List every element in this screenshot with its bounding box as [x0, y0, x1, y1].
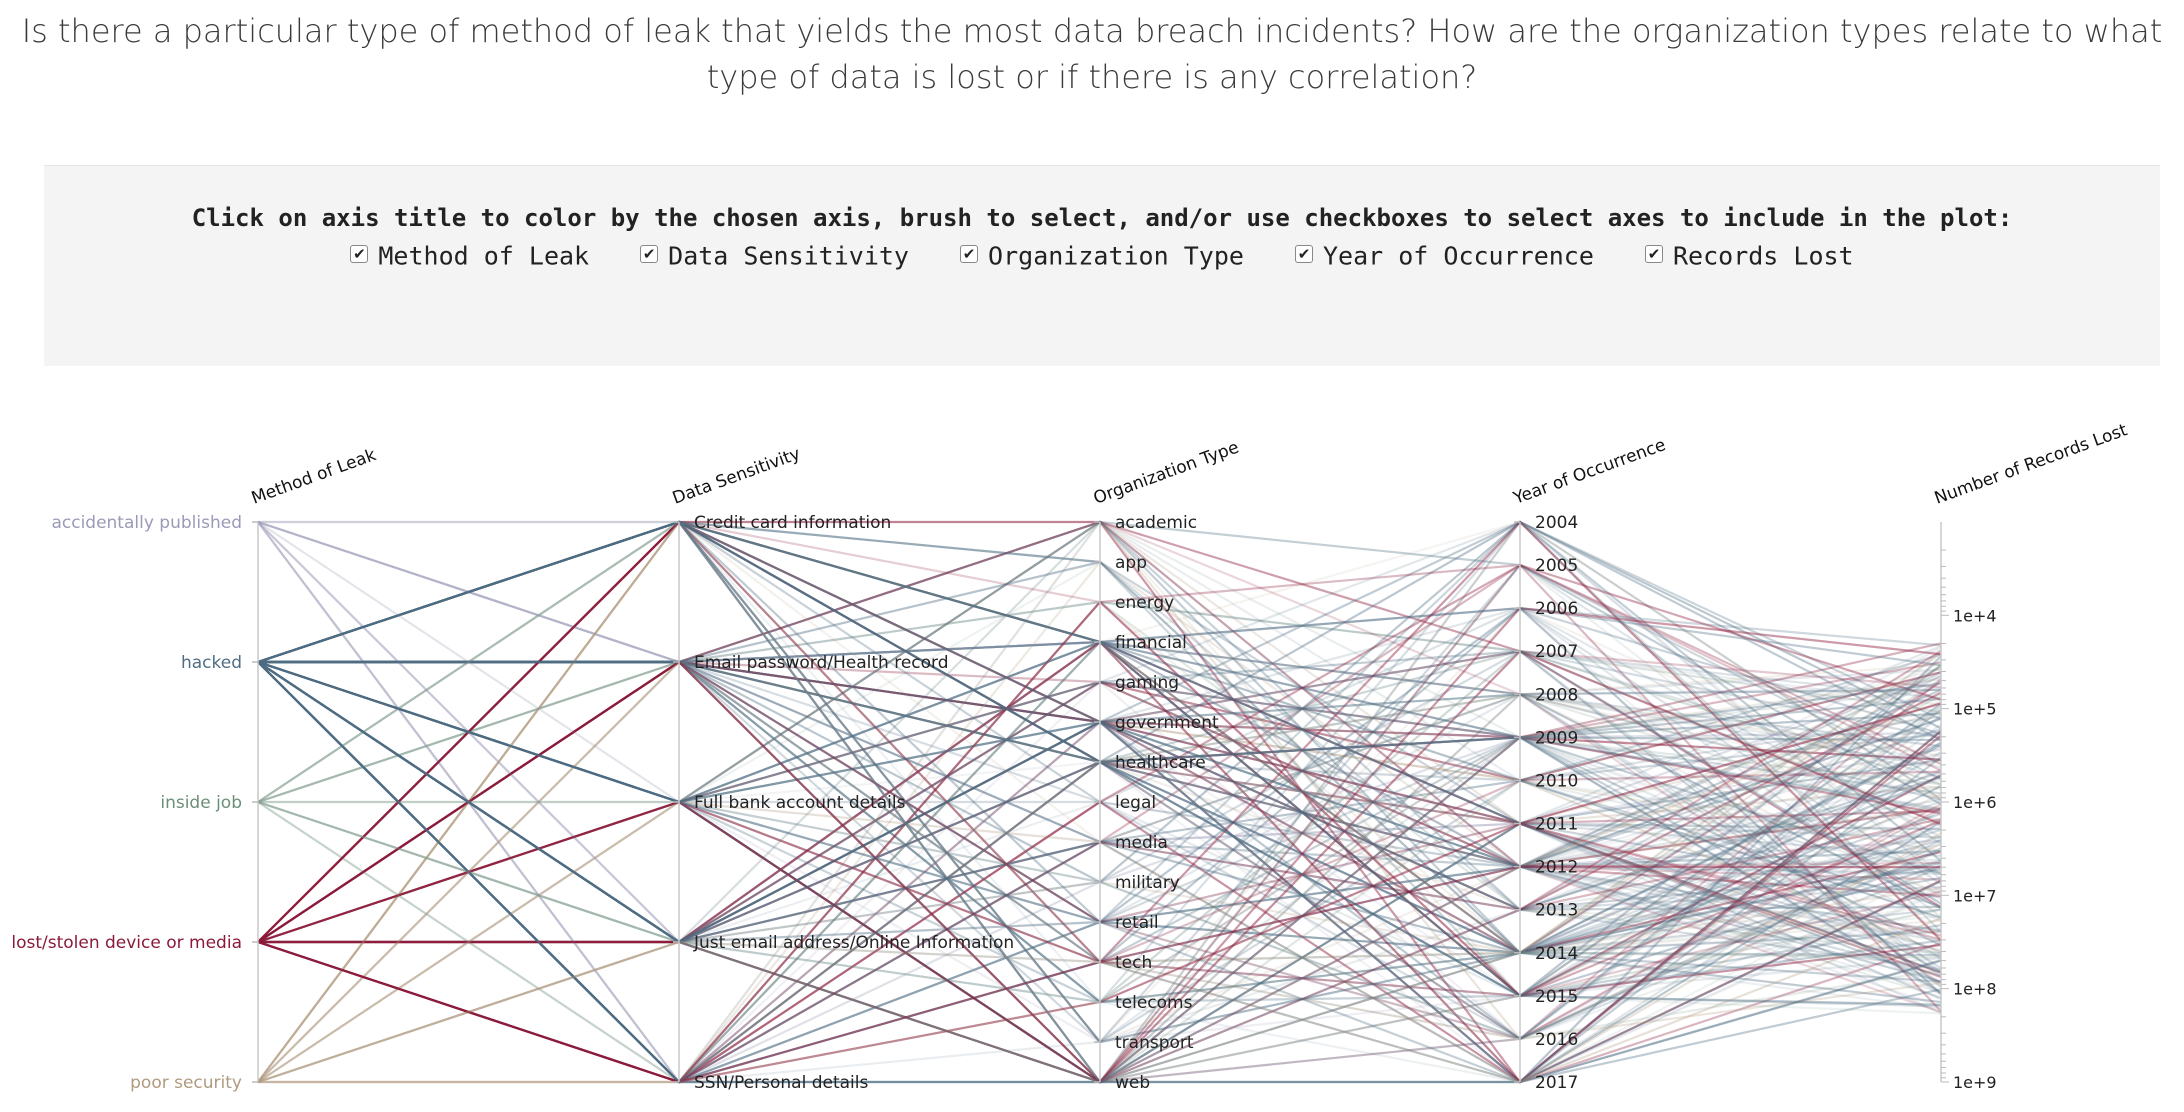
tick-label-2017: 2017 [1535, 1073, 1578, 1093]
tick-label-1e-6: 1e+6 [1953, 793, 1997, 812]
tick-label-ssn-personal-details: SSN/Personal details [694, 1073, 868, 1093]
tick-label-1e-7: 1e+7 [1953, 886, 1997, 905]
tick-label-1e-4: 1e+4 [1953, 606, 1997, 625]
tick-label-legal: legal [1115, 793, 1156, 813]
checkbox-icon[interactable] [350, 244, 369, 263]
axis-title[interactable]: Number of Records Lost [1932, 420, 2130, 509]
tick-label-tech: tech [1115, 953, 1152, 973]
tick-label-government: government [1115, 713, 1219, 733]
tick-label-financial: financial [1115, 633, 1187, 653]
tick-label-lost-stolen-device-or-media: lost/stolen device or media [11, 933, 242, 953]
tick-label-2008: 2008 [1535, 685, 1578, 705]
axis-title[interactable]: Organization Type [1091, 438, 1242, 509]
tick-label-web: web [1115, 1073, 1150, 1093]
tick-label-2013: 2013 [1535, 901, 1578, 921]
checkbox-icon[interactable] [960, 244, 979, 263]
checkbox-method-of-leak[interactable]: Method of Leak [350, 240, 589, 270]
tick-label-poor-security: poor security [130, 1073, 242, 1093]
tick-label-2005: 2005 [1535, 556, 1578, 576]
checkbox-year-of-occurrence[interactable]: Year of Occurrence [1294, 240, 1594, 270]
tick-label-credit-card-information: Credit card information [694, 513, 891, 533]
tick-label-energy: energy [1115, 593, 1174, 613]
tick-label-retail: retail [1115, 913, 1159, 933]
tick-label-1e-5: 1e+5 [1953, 700, 1997, 719]
tick-label-healthcare: healthcare [1115, 753, 1206, 773]
tick-label-app: app [1115, 553, 1147, 573]
tick-label-2012: 2012 [1535, 858, 1578, 878]
tick-label-1e-8: 1e+8 [1953, 980, 1997, 999]
controls-panel: Click on axis title to color by the chos… [44, 165, 2160, 366]
axis-title[interactable]: Data Sensitivity [670, 444, 803, 509]
checkbox-icon[interactable] [1294, 244, 1313, 263]
tick-label-2007: 2007 [1535, 642, 1578, 662]
checkbox-data-sensitivity[interactable]: Data Sensitivity [640, 240, 909, 270]
tick-label-2015: 2015 [1535, 987, 1578, 1007]
checkbox-records-lost[interactable]: Records Lost [1644, 240, 1854, 270]
checkbox-organization-type[interactable]: Organization Type [960, 240, 1244, 270]
axis-checkboxes: Method of Leak Data Sensitivity Organiza… [44, 239, 2160, 270]
tick-label-media: media [1115, 833, 1168, 853]
tick-label-academic: academic [1115, 513, 1197, 533]
tick-label-2014: 2014 [1535, 944, 1578, 964]
tick-label-just-email-address-online-information: Just email address/Online Information [693, 933, 1014, 953]
page-question: Is there a particular type of method of … [21, 12, 2163, 96]
tick-label-2010: 2010 [1535, 771, 1578, 791]
tick-label-inside-job: inside job [160, 793, 242, 813]
tick-label-2009: 2009 [1535, 728, 1578, 748]
tick-label-2006: 2006 [1535, 599, 1578, 619]
tick-label-2004: 2004 [1535, 513, 1578, 533]
tick-label-2011: 2011 [1535, 815, 1578, 835]
axis-title[interactable]: Method of Leak [249, 445, 379, 509]
tick-label-military: military [1115, 873, 1180, 893]
tick-label-transport: transport [1115, 1033, 1194, 1053]
tick-label-hacked: hacked [181, 653, 242, 673]
tick-label-2016: 2016 [1535, 1030, 1578, 1050]
tick-label-full-bank-account-details: Full bank account details [694, 793, 906, 813]
axis-number-of-records-lost[interactable]: Number of Records Lost 1e+4 1e+5 1e+6 1e+7 1e… [1932, 420, 2130, 1092]
checkbox-icon[interactable] [1644, 244, 1663, 263]
instructions-text: Click on axis title to color by the chos… [191, 204, 2013, 232]
tick-label-telecoms: telecoms [1115, 993, 1193, 1013]
tick-label-1e-9: 1e+9 [1953, 1073, 1997, 1092]
parallel-coordinates-chart[interactable]: Method of Leak accidentally published hack… [0, 400, 2184, 1112]
checkbox-icon[interactable] [640, 244, 659, 263]
axis-title[interactable]: Year of Occurrence [1510, 435, 1668, 509]
tick-label-gaming: gaming [1115, 673, 1179, 693]
tick-label-email-password-health-record: Email password/Health record [694, 653, 949, 673]
tick-label-accidentally-published: accidentally published [51, 513, 242, 533]
